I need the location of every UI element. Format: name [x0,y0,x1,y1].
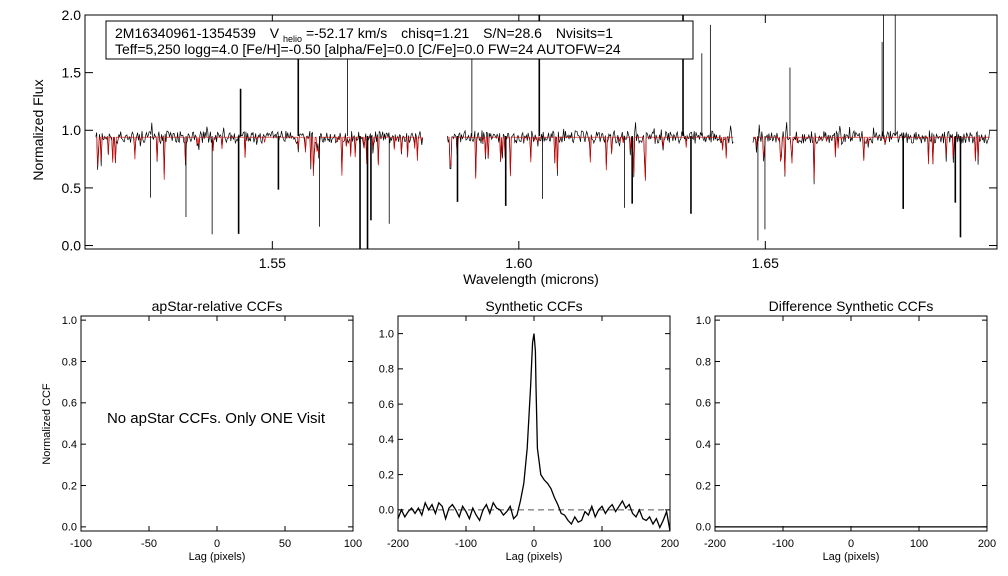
y-tick-label: 2.0 [62,7,82,23]
y-tick-label: 0.5 [62,180,82,196]
info-line-1: 2M16340961-1354539 V helio =-52.17 km/s … [115,25,613,45]
spectrum-x-axis-label: Wavelength (microns) [463,271,599,287]
synthetic-ccf-x-axis-label: Lag (pixels) [506,551,563,563]
y-tick-label: 1.0 [696,315,711,327]
x-tick-label: 200 [661,538,679,550]
synthetic-ccf-y-axis: 0.0 0.2 0.4 0.6 0.8 1.0 [379,328,670,517]
x-tick-label: -50 [141,538,157,550]
synthetic-ccf-x-axis: -200 -100 0 100 200 [387,316,679,550]
y-tick-label: 1.0 [62,315,77,327]
y-tick-label: 0.0 [379,505,394,517]
y-tick-label: 0.4 [696,439,711,451]
x-tick-label: 200 [978,538,996,550]
spectrum-x-axis: 1.55 1.60 1.65 [259,15,779,271]
difference-ccf-title: Difference Synthetic CCFs [769,298,934,314]
x-tick-label: 0 [531,538,537,550]
spectrum-panel: 0.0 0.5 1.0 1.5 2.0 1.55 1.60 1.65 Wavelength … [30,7,998,287]
y-tick-label: 0.8 [379,364,394,376]
x-tick-label: 100 [910,538,928,550]
x-tick-label: 0 [848,538,854,550]
difference-ccf-x-axis: -200 -100 0 100 200 [704,316,996,550]
y-tick-label: 0.4 [62,439,77,451]
y-tick-label: 0.8 [62,356,77,368]
spectrum-y-axis: 0.0 0.5 1.0 1.5 2.0 [62,7,997,253]
no-ccf-annotation: No apStar CCFs. Only ONE Visit [107,410,326,427]
y-tick-label: 0.6 [379,399,394,411]
x-tick-label: 50 [279,538,291,550]
y-tick-label: 0.2 [62,480,77,492]
x-tick-label: 100 [593,538,611,550]
y-tick-label: 1.5 [62,65,82,81]
x-tick-label: -200 [704,538,726,550]
apstar-ccf-y-axis: 0.0 0.2 0.4 0.6 0.8 1.0 [62,315,353,534]
spectrum-info-box: 2M16340961-1354539 V helio =-52.17 km/s … [105,20,694,60]
vhelio-subscript: helio [283,34,302,44]
spectrum-y-axis-label: Normalized Flux [30,79,46,180]
y-tick-label: 0.0 [696,522,711,534]
vhelio-value: =-52.17 km/s [306,25,387,41]
difference-ccf-y-axis: 0.0 0.2 0.4 0.6 0.8 1.0 [696,315,987,534]
x-tick-label: -100 [772,538,794,550]
x-tick-label: 1.60 [505,255,532,271]
model-spectrum-line [447,136,734,181]
nvisits-value: Nvisits=1 [556,25,613,41]
y-tick-label: 0.6 [62,398,77,410]
observed-spectrum-line [752,122,990,185]
y-tick-label: 0.0 [62,237,82,253]
x-tick-label: 1.55 [259,255,286,271]
observed-spectrum-line [95,122,424,175]
y-tick-label: 1.0 [379,328,394,340]
vhelio-symbol: V [270,25,280,41]
y-tick-label: 1.0 [62,122,82,138]
y-tick-label: 0.4 [379,434,394,446]
x-tick-label: 1.65 [752,255,779,271]
model-spectrum-line [753,136,990,180]
synthetic-ccf-title: Synthetic CCFs [485,298,582,314]
difference-ccf-x-axis-label: Lag (pixels) [823,551,880,563]
info-box-frame [105,20,694,60]
x-tick-label: -100 [70,538,92,550]
apstar-ccf-y-axis-label: Normalized CCF [41,383,53,465]
apstar-ccf-panel: apStar-relative CCFs 0.00.20.40.60.81.0 … [41,298,362,563]
synthetic-ccf-series-group [398,333,670,531]
star-id: 2M16340961-1354539 [115,25,256,41]
apstar-ccf-title: apStar-relative CCFs [152,298,283,314]
y-tick-label: 0.2 [379,469,394,481]
difference-ccf-panel: Difference Synthetic CCFs 0.00.20.40.60.… [696,298,996,563]
x-tick-label: 100 [344,538,362,550]
apstar-ccf-x-axis-label: Lag (pixels) [189,551,246,563]
synthetic-ccf-axes-frame [397,315,671,532]
y-tick-label: 0.8 [696,356,711,368]
chisq-value: chisq=1.21 [401,25,469,41]
spectrum-axes-frame [84,14,998,250]
y-tick-label: 0.2 [696,480,711,492]
difference-ccf-axes-frame [714,315,988,532]
synthetic-ccf-panel: Synthetic CCFs 0.0 0.2 0.4 0.6 0.8 1.0 -200 -1… [379,298,679,563]
x-tick-label: 0 [214,538,220,550]
stellar-params-line: Teff=5,250 logg=4.0 [Fe/H]=-0.50 [alpha/… [115,41,621,57]
snr-value: S/N=28.6 [483,25,542,41]
x-tick-label: -200 [387,538,409,550]
apstar-ccf-x-axis: -100 -50 0 50 100 [70,316,362,550]
x-tick-label: -100 [455,538,477,550]
y-tick-label: 0.6 [696,398,711,410]
y-tick-label: 0.0 [62,522,77,534]
synthetic-ccf-line [398,333,670,531]
